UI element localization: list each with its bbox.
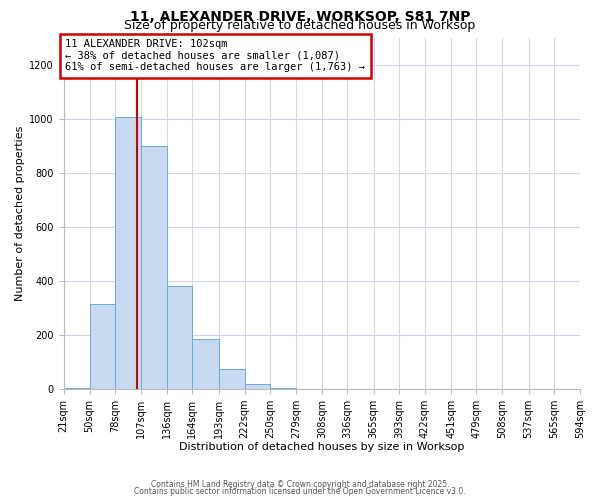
Text: Contains HM Land Registry data © Crown copyright and database right 2025.: Contains HM Land Registry data © Crown c… — [151, 480, 449, 489]
Text: Contains public sector information licensed under the Open Government Licence v3: Contains public sector information licen… — [134, 487, 466, 496]
Text: 11 ALEXANDER DRIVE: 102sqm
← 38% of detached houses are smaller (1,087)
61% of s: 11 ALEXANDER DRIVE: 102sqm ← 38% of deta… — [65, 40, 365, 72]
Bar — [115, 118, 141, 389]
Bar — [245, 384, 270, 389]
Bar — [167, 286, 193, 389]
Text: 11, ALEXANDER DRIVE, WORKSOP, S81 7NP: 11, ALEXANDER DRIVE, WORKSOP, S81 7NP — [130, 10, 470, 24]
Bar — [193, 339, 218, 389]
Text: Size of property relative to detached houses in Worksop: Size of property relative to detached ho… — [124, 19, 476, 32]
Bar — [64, 388, 89, 389]
Bar — [270, 388, 296, 389]
Bar — [89, 304, 115, 389]
Bar — [218, 369, 245, 389]
Y-axis label: Number of detached properties: Number of detached properties — [15, 126, 25, 301]
X-axis label: Distribution of detached houses by size in Worksop: Distribution of detached houses by size … — [179, 442, 464, 452]
Bar — [141, 146, 167, 389]
